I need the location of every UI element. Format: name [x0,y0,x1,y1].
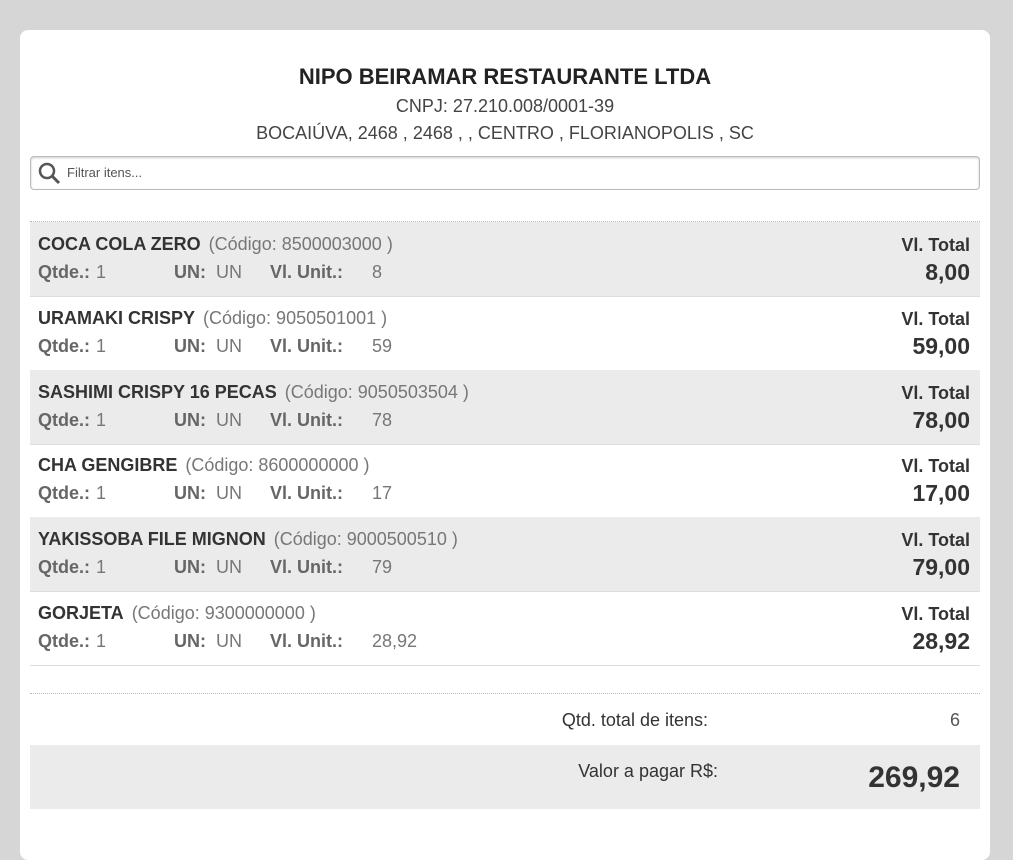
item-row[interactable]: YAKISSOBA FILE MIGNON (Código: 9000500510… [30,517,980,593]
total-bar: Valor a pagar R$: 269,92 [30,745,980,809]
item-name: YAKISSOBA FILE MIGNON [38,529,266,550]
item-row[interactable]: SASHIMI CRISPY 16 PECAS (Código: 90505035… [30,369,980,445]
amount-label: Valor a pagar R$: [578,761,718,781]
unit-price-value: 17 [372,483,393,504]
un-label: UN: [174,335,206,356]
unit-price-label: Vl. Unit.: [270,262,343,282]
qty-value: 1 [96,483,107,504]
search-placeholder: Filtrar itens... [67,165,143,180]
qty-label: Qtde.: [38,409,90,430]
unit-price-label: Vl. Unit.: [270,409,343,430]
total-value: 17,00 [912,480,970,507]
item-code: (Código: 9050503504 ) [284,381,469,402]
item-code: (Código: 8600000000 ) [185,455,370,476]
qty-value: 1 [96,335,107,356]
item-code: (Código: 9000500510 ) [273,529,458,550]
un-value: UN [216,483,242,504]
item-row[interactable]: CHA GENGIBRE (Código: 8600000000 ) Qtde.: 1… [30,443,980,519]
item-name: URAMAKI CRISPY [38,307,196,328]
count-value: 6 [949,710,960,730]
item-title: URAMAKI CRISPY (Código: 9050501001 ) [38,308,387,329]
un-value: UN [216,335,242,356]
receipt-card: NIPO BEIRAMAR RESTAURANTE LTDA CNPJ: 27.… [20,30,990,860]
item-name: CHA GENGIBRE [38,455,178,476]
amount-value: 269,92 [868,761,960,794]
unit-price-label: Vl. Unit.: [270,335,343,356]
total-value: 28,92 [912,628,970,654]
un-label: UN: [174,262,206,282]
item-title: YAKISSOBA FILE MIGNON (Código: 9000500510… [38,529,458,550]
unit-price-value: 79 [372,557,393,578]
item-title: SASHIMI CRISPY 16 PECAS (Código: 90505035… [38,382,469,403]
total-label: Vl. Total [901,235,970,255]
total-value: 8,00 [925,259,970,285]
qty-label: Qtde.: [38,483,90,504]
item-name: SASHIMI CRISPY 16 PECAS [38,381,277,402]
cnpj: CNPJ: 27.210.008/0001-39 [395,96,615,116]
item-row[interactable]: GORJETA (Código: 9300000000 ) Qtde.: 1 UN: UN… [30,591,980,666]
total-value: 59,00 [912,332,970,359]
qty-value: 1 [96,409,107,430]
search-icon [38,162,61,185]
unit-price-value: 78 [372,409,393,430]
un-label: UN: [174,631,206,651]
total-label: Vl. Total [901,604,970,624]
item-title: COCA COLA ZERO (Código: 8500003000 ) [38,234,393,255]
total-value: 78,00 [912,406,970,433]
un-value: UN [216,631,242,651]
count-label: Qtd. total de itens: [561,710,708,730]
total-value: 79,00 [912,554,970,581]
unit-price-value: 28,92 [372,631,418,651]
restaurant-name: NIPO BEIRAMAR RESTAURANTE LTDA [298,64,712,89]
qty-label: Qtde.: [38,262,90,282]
item-code: (Código: 8500003000 ) [208,234,393,254]
unit-price-label: Vl. Unit.: [270,483,343,504]
item-row[interactable]: URAMAKI CRISPY (Código: 9050501001 ) Qtde.… [30,296,980,371]
un-label: UN: [174,483,206,504]
item-code: (Código: 9300000000 ) [131,603,316,623]
unit-price-label: Vl. Unit.: [270,631,343,651]
qty-label: Qtde.: [38,557,90,578]
search-box[interactable]: Filtrar itens... [30,156,980,190]
un-value: UN [216,557,242,578]
unit-price-value: 8 [372,262,383,282]
un-value: UN [216,409,242,430]
qty-label: Qtde.: [38,335,90,356]
item-name: GORJETA [38,603,124,623]
total-label: Vl. Total [901,308,970,329]
qty-label: Qtde.: [38,631,90,651]
item-code: (Código: 9050501001 ) [203,307,388,328]
address: BOCAIÚVA, 2468 , 2468 , , CENTRO , FLORI… [256,123,754,143]
qty-value: 1 [96,262,107,282]
item-name: COCA COLA ZERO [38,234,201,254]
separator [30,693,980,694]
un-value: UN [216,262,242,282]
unit-price-label: Vl. Unit.: [270,557,343,578]
un-label: UN: [174,557,206,578]
page: NIPO BEIRAMAR RESTAURANTE LTDA CNPJ: 27.… [20,30,990,860]
total-label: Vl. Total [901,456,970,477]
separator [30,221,980,222]
qty-value: 1 [96,557,107,578]
item-title: CHA GENGIBRE (Código: 8600000000 ) [38,455,369,476]
unit-price-value: 59 [372,335,393,356]
un-label: UN: [174,409,206,430]
qty-value: 1 [96,631,107,651]
total-label: Vl. Total [901,382,970,403]
item-row[interactable]: COCA COLA ZERO (Código: 8500003000 ) Qtde.… [30,222,980,297]
item-title: GORJETA (Código: 9300000000 ) [38,603,316,624]
total-label: Vl. Total [901,530,970,551]
